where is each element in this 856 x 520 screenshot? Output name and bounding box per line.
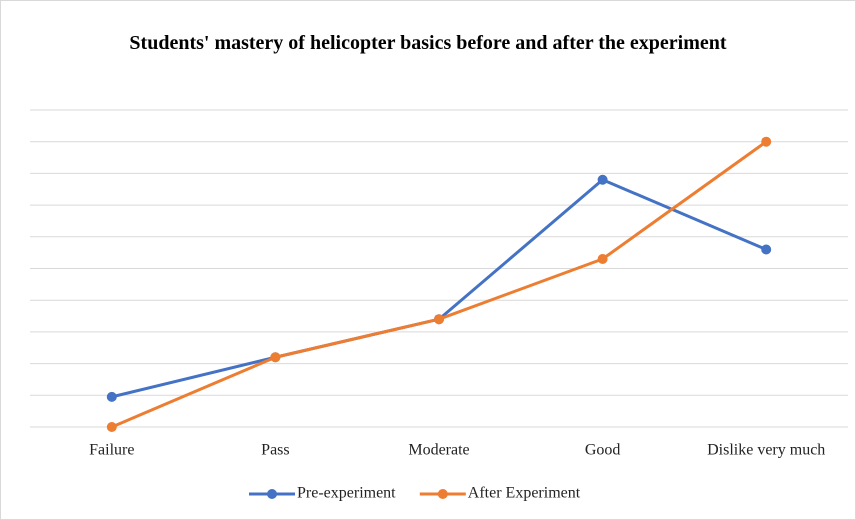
chart-title: Students' mastery of helicopter basics b… bbox=[129, 32, 727, 54]
x-tick-label: Pass bbox=[261, 442, 289, 459]
legend-label: Pre-experiment bbox=[297, 485, 396, 502]
legend-label: After Experiment bbox=[468, 485, 581, 502]
data-point bbox=[106, 391, 117, 402]
data-point bbox=[270, 352, 281, 363]
data-point bbox=[761, 244, 772, 255]
legend-marker bbox=[437, 489, 448, 499]
data-point bbox=[106, 422, 117, 432]
x-tick-label: Moderate bbox=[408, 442, 469, 459]
x-tick-label: Good bbox=[585, 442, 621, 459]
data-point bbox=[597, 253, 608, 264]
data-point bbox=[597, 174, 608, 185]
data-point bbox=[761, 136, 772, 147]
data-point bbox=[434, 314, 444, 325]
x-tick-label: Failure bbox=[89, 442, 134, 459]
x-tick-label: Dislike very much bbox=[707, 442, 825, 459]
legend-marker bbox=[267, 489, 277, 499]
